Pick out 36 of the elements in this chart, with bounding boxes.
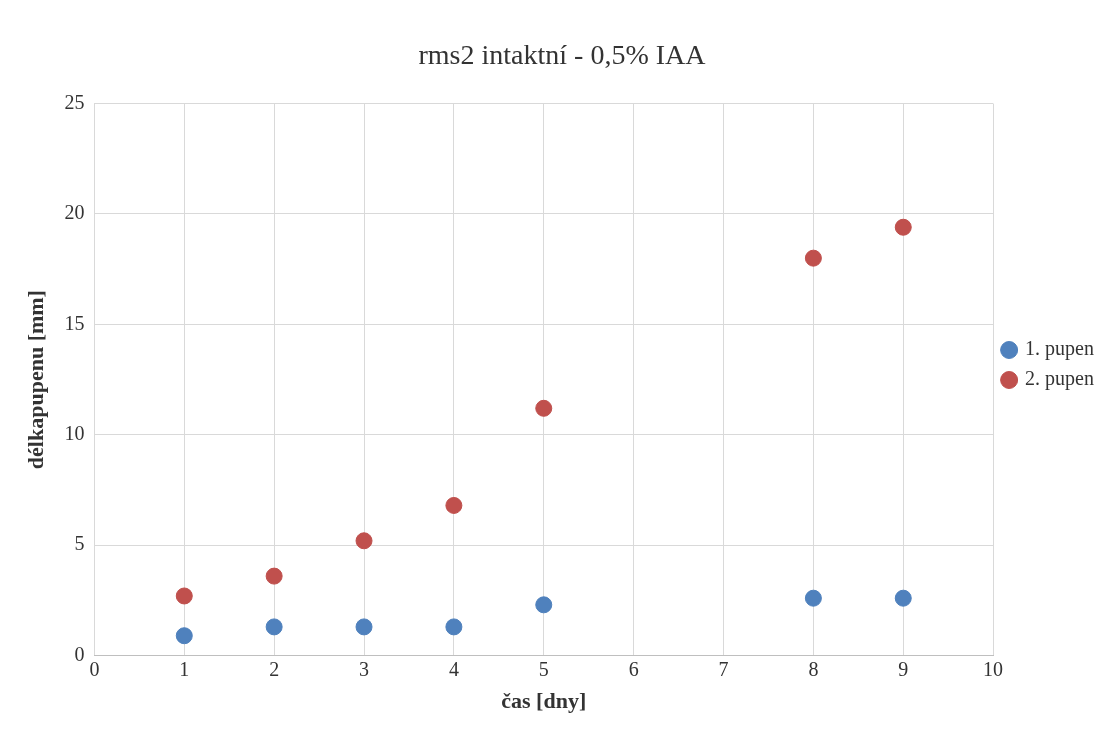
x-tick-label: 10 — [983, 657, 1004, 680]
point — [535, 399, 553, 417]
point — [535, 596, 553, 614]
y-tick-label: 20 — [64, 201, 85, 224]
legend-label: 2. pupen — [1025, 367, 1095, 391]
point — [265, 618, 283, 636]
point — [804, 589, 822, 607]
x-tick-label: 0 — [89, 657, 100, 680]
y-tick-label: 10 — [64, 422, 85, 445]
chart-title: rms2 intaktní - 0,5% IAA — [418, 39, 707, 71]
point — [175, 627, 193, 645]
y-tick-label: 0 — [74, 642, 85, 665]
x-tick-label: 5 — [538, 657, 549, 680]
point — [355, 618, 373, 636]
y-tick-label: 5 — [74, 532, 85, 555]
point — [445, 618, 463, 636]
point — [894, 218, 912, 236]
point — [265, 567, 283, 585]
point — [355, 532, 373, 550]
x-tick-label: 1 — [179, 657, 190, 680]
x-axis-title: čas [dny] — [501, 688, 587, 714]
legend-label: 1. pupen — [1025, 337, 1095, 361]
x-tick-label: 8 — [808, 657, 819, 680]
y-axis-title: délkapupenu [mm] — [22, 290, 48, 470]
point — [804, 249, 822, 267]
x-tick-label: 6 — [628, 657, 639, 680]
point — [894, 589, 912, 607]
point — [175, 587, 193, 605]
x-tick-label: 3 — [359, 657, 370, 680]
x-tick-label: 9 — [898, 657, 909, 680]
x-tick-label: 4 — [448, 657, 459, 680]
point — [445, 496, 463, 514]
y-tick-label: 15 — [64, 311, 85, 334]
x-tick-label: 7 — [718, 657, 729, 680]
x-tick-label: 2 — [269, 657, 280, 680]
y-tick-label: 25 — [64, 90, 85, 113]
